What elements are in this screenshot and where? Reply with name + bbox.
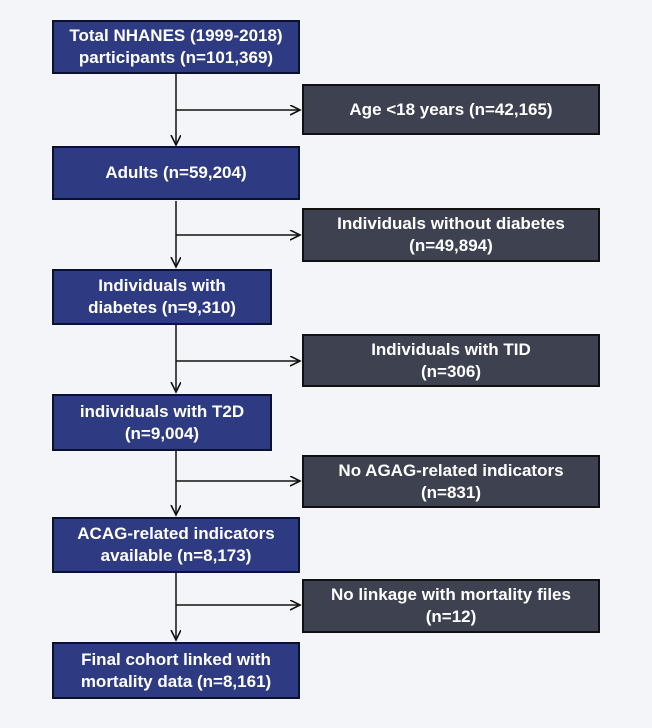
exclusion-line: Individuals without diabetes — [337, 214, 565, 233]
step-line: Individuals with — [98, 276, 226, 295]
exclusion-line: (n=49,894) — [409, 236, 493, 255]
step-line: (n=9,004) — [124, 423, 200, 443]
exclusion-age: Age <18 years (n=42,165) — [302, 84, 600, 135]
exclusion-line: Individuals with TID — [371, 339, 531, 359]
step-with-diabetes: Individuals with diabetes (n=9,310) — [52, 269, 272, 325]
exclusion-line: Age <18 years (n=42,165) — [349, 99, 553, 119]
exclusion-line: (n=306) — [421, 361, 481, 381]
step-total-participants: Total NHANES (1999-2018) participants (n=… — [52, 20, 300, 74]
step-line: diabetes (n=9,310) — [88, 298, 236, 317]
exclusion-line: No linkage with mortality files — [331, 585, 571, 604]
exclusion-without-diabetes: Individuals without diabetes (n=49,894) — [302, 208, 600, 262]
step-line: participants (n=101,369) — [78, 48, 274, 67]
step-line: Adults (n=59,204) — [105, 163, 247, 182]
exclusion-line: No AGAG-related indicators — [338, 460, 564, 480]
step-line: Total NHANES (1999-2018) — [69, 26, 283, 45]
step-adults: Adults (n=59,204) — [52, 146, 300, 200]
exclusion-no-agag: No AGAG-related indicators (n=831) — [302, 455, 600, 508]
exclusion-tid: Individuals with TID (n=306) — [302, 334, 600, 387]
step-acag-available: ACAG-related indicators available (n=8,17… — [52, 517, 300, 573]
step-line: mortality data (n=8,161) — [80, 671, 272, 691]
step-with-t2d: individuals with T2D (n=9,004) — [52, 394, 272, 451]
step-line: ACAG-related indicators — [77, 524, 275, 543]
step-line: available (n=8,173) — [100, 546, 252, 565]
exclusion-line: (n=12) — [425, 607, 477, 626]
step-line: individuals with T2D — [79, 401, 245, 421]
step-line: Final cohort linked with — [81, 649, 271, 669]
exclusion-line: (n=831) — [420, 482, 481, 502]
step-final-cohort: Final cohort linked with mortality data (… — [52, 642, 300, 699]
exclusion-no-linkage: No linkage with mortality files (n=12) — [302, 579, 600, 633]
